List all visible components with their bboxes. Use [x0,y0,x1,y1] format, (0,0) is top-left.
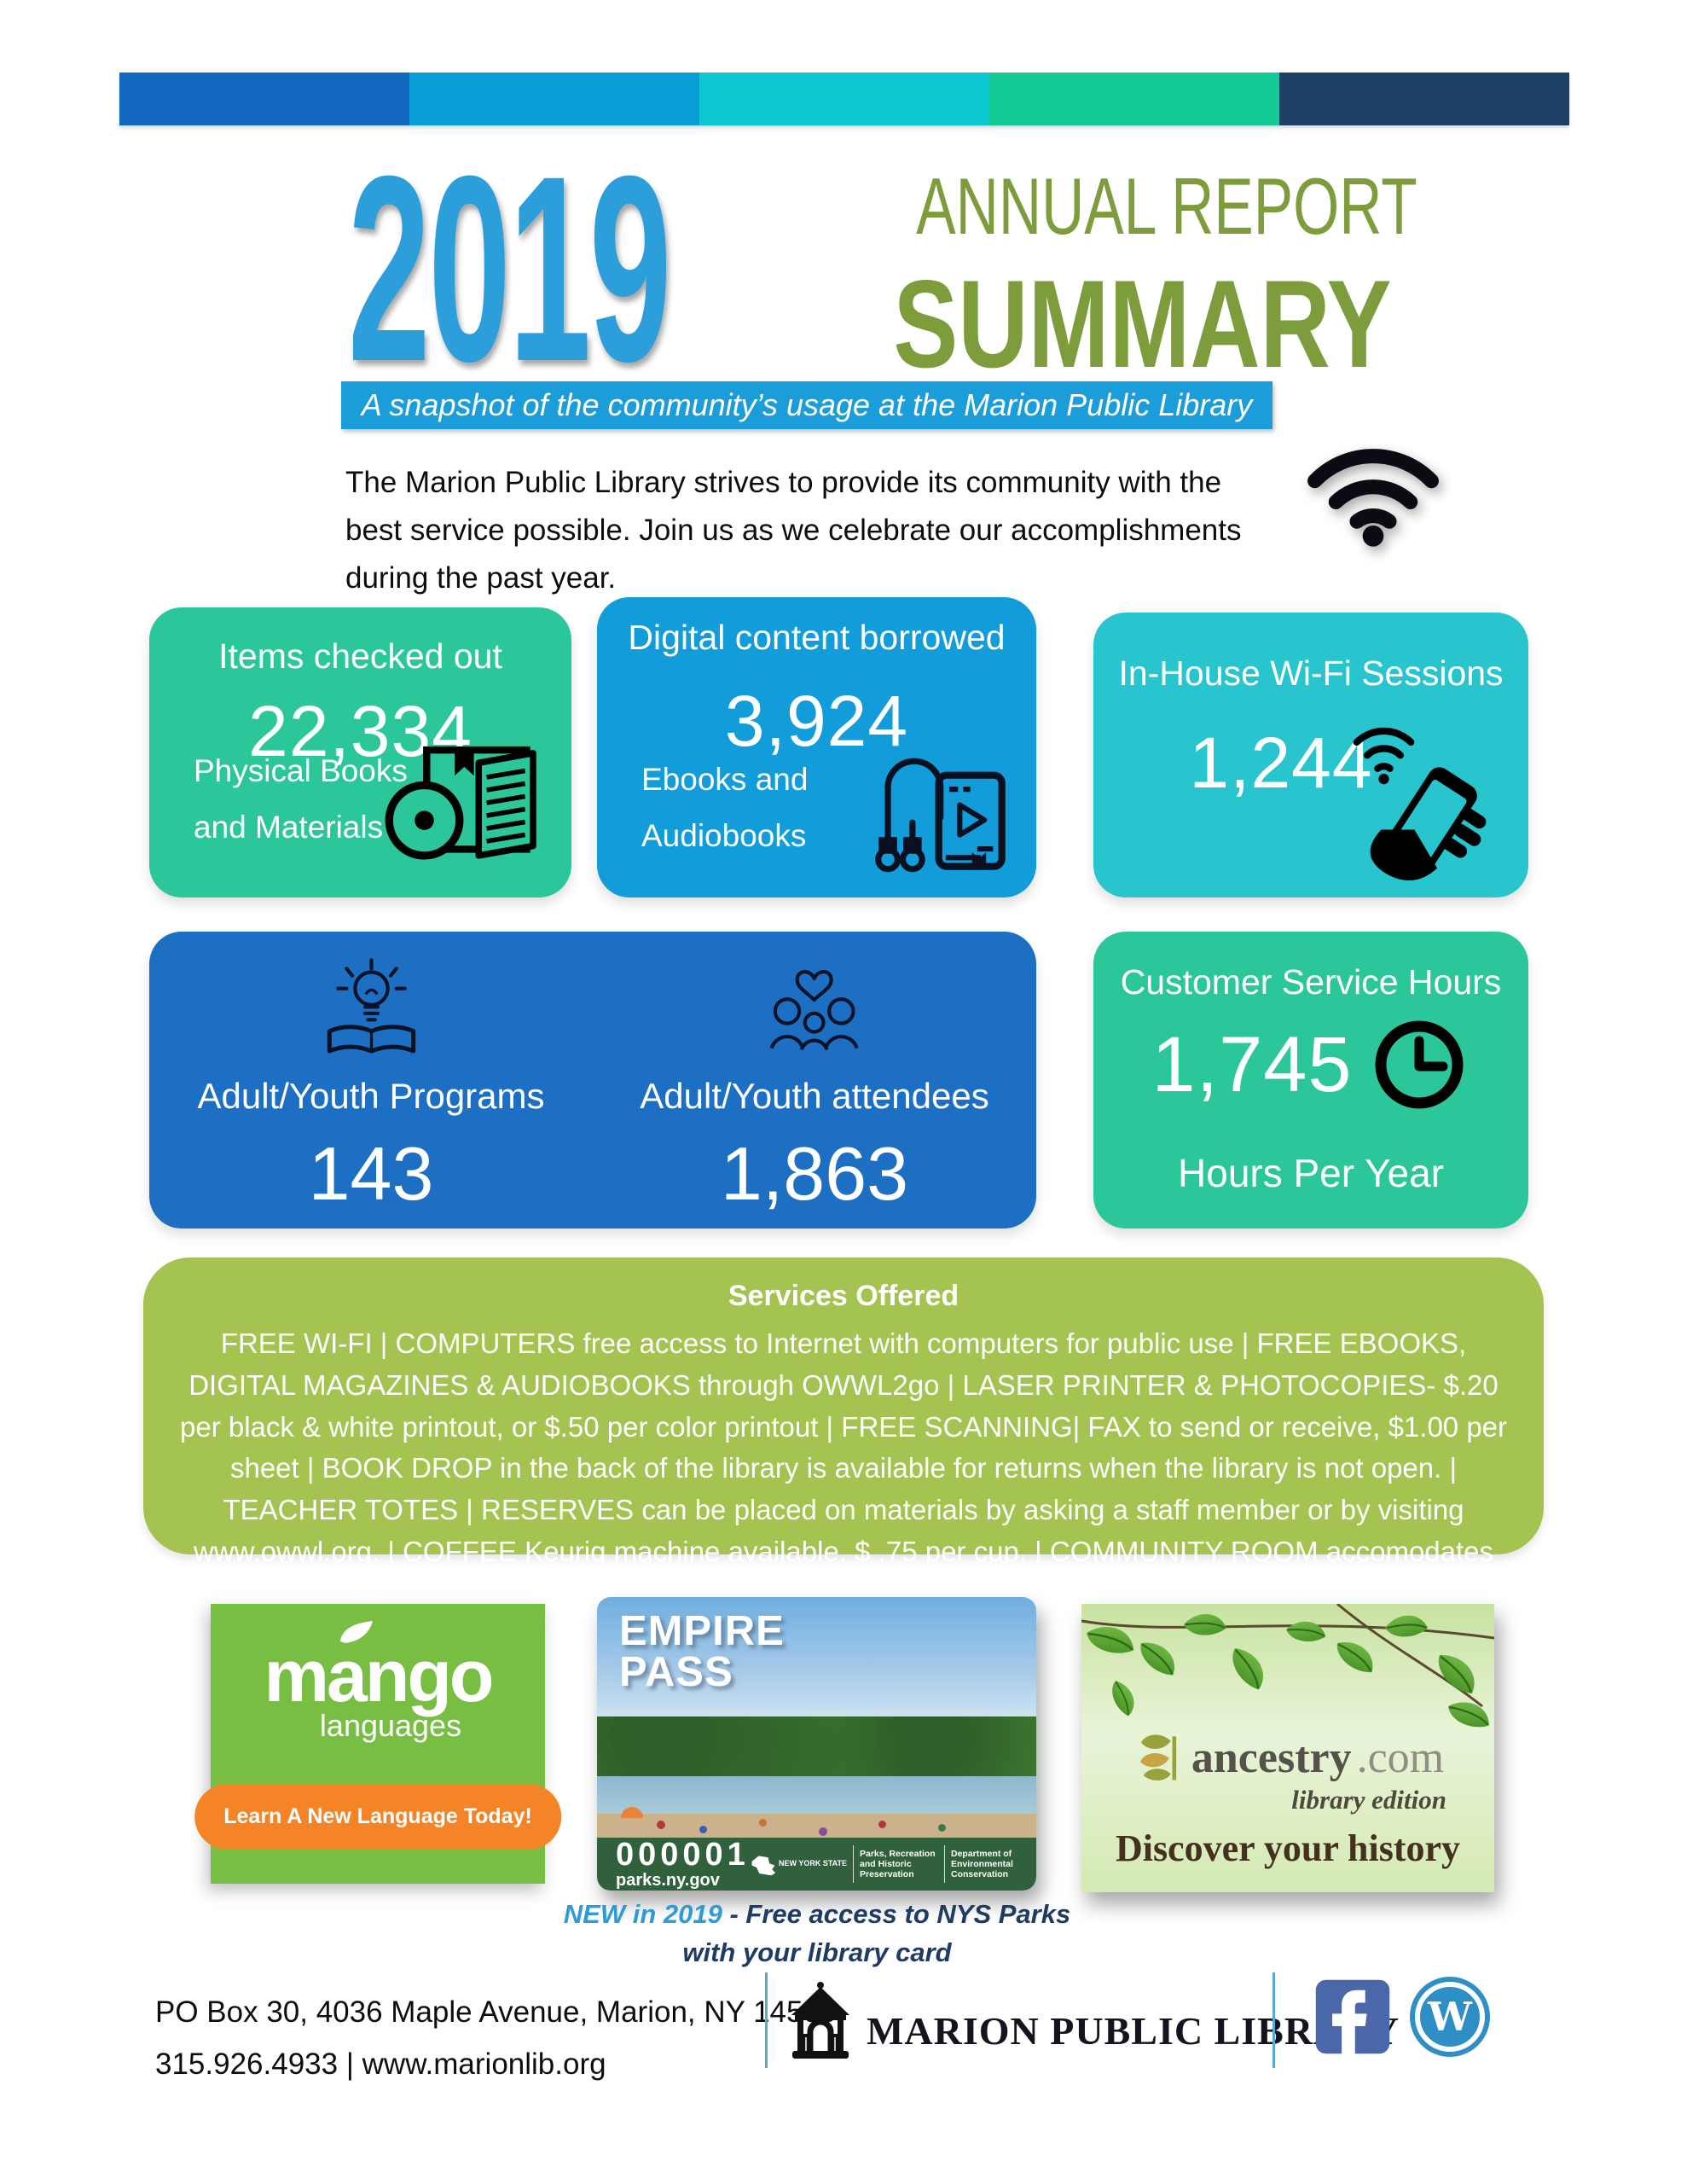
parks-site: parks.ny.gov [616,1871,720,1891]
stat-title: Digital content borrowed [628,618,1006,657]
color-bar-segment [989,73,1279,125]
empire-card-strip: 000001 parks.ny.gov NEW YORK STATE Parks… [597,1838,1036,1891]
stat-card-programs-attendees: Adult/Youth Programs 143 Adult/Youth att… [149,932,1036,1228]
beach-person-dot [759,1819,767,1827]
services-offered-block: Services Offered FREE WI-FI | COMPUTERS … [143,1258,1544,1609]
mango-learn-button[interactable]: Learn A New Language Today! [194,1784,561,1850]
card-number: 000001 [616,1836,750,1873]
ancestry-tld-text: .com [1356,1733,1445,1782]
color-bar-segment [409,73,699,125]
stat-title: Adult/Youth attendees [640,1076,989,1116]
stat-value: 1,244 [1189,723,1373,803]
phone-wifi-icon [1353,727,1487,881]
attendees-column: Adult/Youth attendees 1,863 [593,932,1036,1228]
book-and-cd-icon [385,746,536,860]
ancestry-card: ancestry .com library edition Discover yo… [1081,1604,1494,1892]
ancestry-logo-row: ancestry .com [1081,1730,1494,1785]
empire-card-number-block: 000001 parks.ny.gov [616,1838,750,1891]
strip-divider [853,1845,854,1883]
stat-value: 22,334 [248,691,472,771]
beach-person-dot [657,1821,665,1829]
stat-title: In-House Wi-Fi Sessions [1118,653,1504,693]
programs-column: Adult/Youth Programs 143 [149,932,593,1228]
top-color-bar [119,73,1569,125]
footer-divider [765,1972,768,2068]
beach-person-dot [878,1821,886,1828]
footer-address: PO Box 30, 4036 Maple Avenue, Marion, NY… [155,1986,836,2091]
stat-card-items-checked-out: Items checked out 22,334 Physical Books … [149,607,571,897]
family-heart-icon [770,970,859,1051]
footer-divider [1272,1972,1275,2068]
empire-trees-graphic [597,1716,1036,1776]
empire-pass-title: EMPIRE PASS [619,1608,785,1696]
leaves-graphic [1081,1604,1494,1739]
page-title-line1: ANNUAL REPORT [916,161,1417,251]
report-year: 2019 [348,120,671,416]
beach-person-dot [819,1827,827,1836]
agency-text: Department of Environmental Conservation [951,1848,1013,1880]
empire-agency-logos: NEW YORK STATE Parks, Recreation and His… [751,1841,1029,1887]
ancestry-leaf-icon [1139,1734,1176,1781]
color-bar-segment [1279,73,1569,125]
ancestry-edition-text: library edition [1291,1785,1446,1815]
subtitle-text: A snapshot of the community’s usage at t… [361,387,1253,422]
gazebo-icon [791,1982,849,2059]
empire-water-graphic [597,1776,1036,1814]
beach-person-dot [699,1826,707,1833]
stat-value: 143 [308,1131,434,1216]
stat-title: Adult/Youth Programs [197,1076,545,1116]
agency-text: Parks, Recreation and Historic Preservat… [860,1848,936,1880]
stat-caption: Physical Books and Materials [194,752,408,845]
clock-icon [1375,1020,1464,1109]
mango-sub-text: languages [319,1708,462,1743]
empire-sky-graphic [597,1597,1036,1725]
wordpress-icon[interactable]: W [1407,1974,1493,2059]
beach-person-dot [938,1824,946,1832]
subtitle-banner: A snapshot of the community’s usage at t… [341,381,1272,429]
mango-languages-card: mango languages Learn A New Language Tod… [194,1604,561,1884]
caption-line2: with your library card [682,1937,952,1967]
umbrella-graphic [621,1807,643,1818]
stat-card-digital-content: Digital content borrowed 3,924 Ebooks an… [597,597,1036,897]
address-line2: 315.926.4933 | www.marionlib.org [155,2048,606,2082]
svg-text:W: W [1427,1994,1473,2040]
mango-brand-text: mango [264,1635,495,1717]
stat-card-service-hours: Customer Service Hours 1,745 Hours Per Y… [1093,932,1528,1228]
stat-title: Customer Service Hours [1120,962,1502,1002]
ancestry-tagline: Discover your history [1115,1827,1461,1869]
intro-paragraph: The Marion Public Library strives to pro… [345,466,1242,595]
stat-caption: Ebooks and Audiobooks [641,761,809,854]
ancestry-brand-text: ancestry [1191,1733,1352,1782]
stat-value: 3,924 [724,681,909,761]
color-bar-segment [119,73,409,125]
ebook-audiobook-icon [875,758,1006,873]
caption-line1: NEW in 2019 - Free access to NYS Parks [563,1899,1071,1929]
empire-pass-caption: NEW in 2019 - Free access to NYS Parks w… [519,1896,1116,1972]
ny-state-shape-icon [751,1856,776,1875]
stat-value: 1,745 [1151,1020,1353,1108]
strip-divider [944,1845,945,1883]
ny-state-logo: NEW YORK STATE [751,1853,847,1875]
services-heading: Services Offered [728,1280,959,1312]
services-body: FREE WI-FI | COMPUTERS free access to In… [179,1327,1508,1609]
facebook-icon[interactable] [1313,1978,1392,2056]
wifi-icon [1307,449,1439,547]
leaf-icon [340,1621,373,1643]
stat-card-wifi-sessions: In-House Wi-Fi Sessions 1,244 [1093,613,1528,897]
empire-pass-card: EMPIRE PASS 000001 parks.ny.gov NEW YORK… [597,1597,1036,1891]
color-bar-segment [699,73,989,125]
stat-caption: Hours Per Year [1178,1151,1444,1195]
lightbulb-book-icon [327,958,415,1054]
stat-title: Items checked out [218,636,502,676]
mango-logo: mango languages [211,1621,545,1744]
page-title-line2: SUMMARY [893,254,1392,393]
address-line1: PO Box 30, 4036 Maple Avenue, Marion, NY… [155,1995,837,2029]
stat-value: 1,863 [720,1131,909,1216]
library-name: MARION PUBLIC LIBRARY [867,2009,1400,2053]
hours-value-row: 1,745 [1093,1014,1528,1116]
